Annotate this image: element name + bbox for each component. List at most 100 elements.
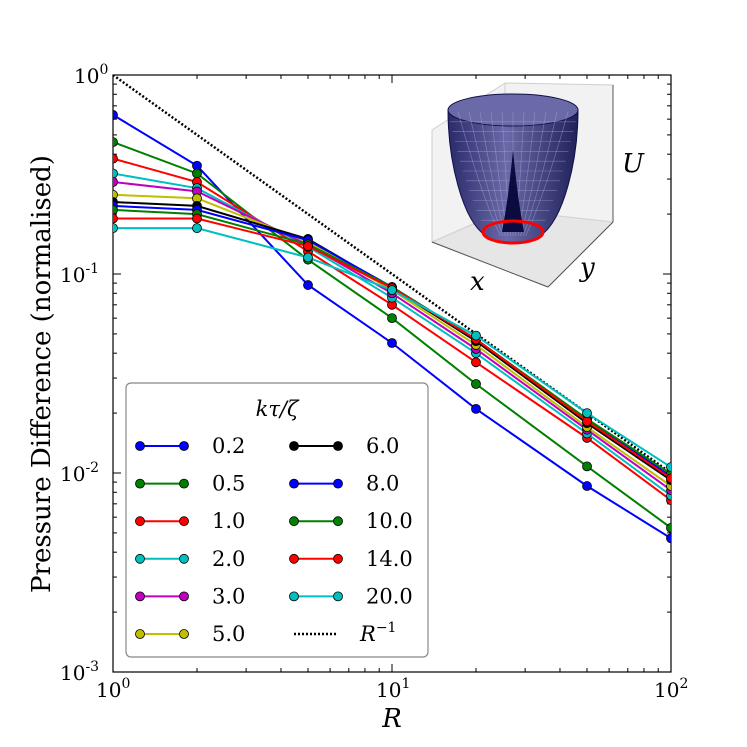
legend-label: 14.0 (366, 547, 413, 571)
data-point (471, 379, 481, 389)
legend-marker (289, 478, 299, 489)
legend-item: R−1 (294, 620, 396, 646)
data-point (471, 330, 481, 341)
y-tick-label: 10-2 (60, 460, 99, 486)
data-point (582, 461, 592, 472)
x-tick-label: 100 (96, 676, 130, 702)
legend-item: 14.0 (289, 547, 413, 571)
inset-x-label: x (470, 267, 485, 297)
legend-label: 3.0 (212, 584, 245, 608)
legend-marker (333, 441, 343, 451)
legend-label: 0.5 (212, 472, 245, 496)
data-point (387, 338, 397, 348)
legend-item: 5.0 (135, 622, 245, 646)
data-point (471, 357, 481, 368)
legend-label: R−1 (359, 620, 396, 646)
legend-box (125, 382, 429, 658)
legend-marker (179, 553, 189, 564)
data-point (192, 168, 202, 179)
data-point (582, 481, 592, 491)
legend-marker (135, 553, 145, 564)
legend-label: 2.0 (212, 547, 245, 571)
legend-marker (333, 516, 343, 527)
legend-item: 1.0 (135, 509, 245, 533)
data-point (666, 522, 671, 533)
legend-marker (135, 516, 145, 527)
legend-item: 3.0 (135, 584, 245, 608)
legend-item: 10.0 (289, 509, 413, 533)
legend-marker (289, 553, 299, 564)
legend-marker (135, 591, 145, 602)
data-point (666, 533, 671, 544)
inset-y-label: y (579, 253, 595, 283)
legend-item: 8.0 (289, 472, 399, 496)
y-tick-labels: 10-3 10-2 10-1 100 (60, 62, 108, 685)
legend-label: 8.0 (366, 472, 399, 496)
inset-z-label: U (622, 149, 645, 179)
legend-marker (333, 478, 343, 489)
data-point (666, 473, 671, 484)
legend-item: 2.0 (135, 547, 245, 571)
legend-label: 0.2 (212, 434, 245, 458)
legend-marker (333, 553, 343, 564)
data-point (303, 280, 313, 290)
legend-title: kτ/ζ (256, 397, 300, 421)
legend-items: 0.2 0.5 1.0 2.0 3.0 5.0 6.0 8.0 10.0 14.0 20.0 R−1 (135, 434, 413, 646)
legend-marker (179, 478, 189, 489)
data-point (113, 189, 118, 200)
legend-item: 6.0 (289, 434, 399, 458)
data-point (303, 241, 313, 252)
legend: kτ/ζ 0.2 0.5 1.0 2.0 3.0 5.0 6.0 8.0 10.0 14.0 20.… (125, 382, 429, 658)
legend-label: 5.0 (212, 622, 245, 646)
inset-red-ring (481, 219, 545, 245)
legend-marker (179, 441, 189, 451)
legend-marker (135, 441, 145, 451)
data-point (666, 462, 671, 473)
legend-marker (179, 629, 189, 639)
data-point (192, 223, 202, 234)
legend-marker (289, 591, 299, 602)
series-layer (113, 75, 671, 544)
legend-marker (179, 591, 189, 602)
series-0.5 (113, 137, 671, 533)
data-point (113, 110, 118, 120)
legend-item: 20.0 (289, 584, 413, 608)
data-point (113, 213, 118, 224)
series-0.2 (113, 110, 671, 544)
series-20.0 (113, 223, 671, 473)
legend-marker (179, 516, 189, 527)
legend-marker (333, 591, 343, 602)
data-point (582, 416, 592, 427)
data-point (471, 403, 481, 414)
data-point (113, 177, 118, 187)
y-tick-label: 100 (74, 62, 108, 88)
x-tick-label: 102 (654, 676, 688, 702)
inset-surface-plot: x y U (430, 82, 645, 297)
data-point (113, 223, 118, 234)
data-point (113, 153, 118, 164)
legend-marker (135, 478, 145, 489)
inset-central-spike (502, 150, 524, 232)
legend-marker (135, 629, 145, 639)
data-point (582, 408, 592, 418)
data-point (192, 213, 202, 224)
data-point (113, 168, 118, 179)
data-point (113, 137, 118, 148)
data-point (387, 313, 397, 324)
legend-marker (289, 516, 299, 527)
legend-label: 20.0 (366, 584, 413, 608)
x-tick-labels: 100 101 102 (96, 676, 688, 702)
y-axis-label: Pressure Difference (normalised) (27, 155, 57, 593)
legend-item: 0.5 (135, 472, 245, 496)
data-point (387, 285, 397, 296)
legend-label: 1.0 (212, 509, 245, 533)
y-tick-label: 10-3 (60, 659, 99, 685)
y-tick-label: 10-1 (60, 261, 99, 287)
legend-label: 6.0 (366, 434, 399, 458)
data-point (303, 252, 313, 263)
legend-item: 0.2 (135, 434, 245, 458)
legend-marker (289, 441, 299, 451)
x-tick-label: 101 (376, 676, 410, 702)
x-axis-label: R (381, 704, 402, 734)
